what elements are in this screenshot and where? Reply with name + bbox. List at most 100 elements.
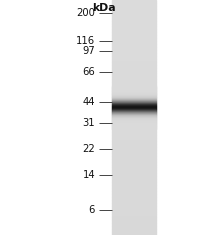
Bar <box>112 76 156 79</box>
Text: kDa: kDa <box>92 3 116 13</box>
Bar <box>112 110 156 111</box>
Bar <box>112 138 156 141</box>
Bar <box>112 100 156 101</box>
Bar <box>112 50 156 53</box>
Bar <box>112 96 156 97</box>
Bar <box>112 44 156 47</box>
Bar <box>112 182 156 185</box>
Bar <box>112 108 156 109</box>
Bar <box>112 170 156 173</box>
Bar <box>112 229 156 232</box>
Text: 97: 97 <box>82 46 95 55</box>
Bar <box>112 73 156 76</box>
Bar <box>112 194 156 197</box>
Bar <box>112 132 156 135</box>
Bar <box>112 144 156 147</box>
Bar <box>112 32 156 35</box>
Bar <box>112 86 156 87</box>
Text: 14: 14 <box>83 170 95 180</box>
Bar <box>112 15 156 18</box>
Bar <box>112 164 156 168</box>
Bar <box>112 103 156 106</box>
Bar <box>112 29 156 32</box>
Bar <box>112 167 156 170</box>
Bar <box>112 70 156 73</box>
Bar <box>112 126 156 127</box>
Bar <box>112 21 156 24</box>
Bar <box>112 117 156 118</box>
Bar <box>112 90 156 91</box>
Bar <box>112 106 156 109</box>
Bar <box>112 88 156 89</box>
Bar <box>112 53 156 56</box>
Bar <box>112 109 156 110</box>
Bar <box>112 100 156 103</box>
Bar <box>112 125 156 126</box>
Bar <box>112 112 156 115</box>
Bar <box>112 97 156 100</box>
Bar <box>112 176 156 179</box>
Bar <box>112 232 156 235</box>
Bar <box>112 118 156 119</box>
Bar <box>112 128 156 129</box>
Bar <box>112 115 156 118</box>
Bar <box>112 203 156 206</box>
Bar <box>112 122 156 123</box>
Bar <box>112 103 156 104</box>
Bar <box>112 92 156 93</box>
Bar <box>112 91 156 92</box>
Text: 66: 66 <box>82 67 95 77</box>
Bar <box>112 82 156 85</box>
Bar <box>112 197 156 200</box>
Bar <box>112 59 156 62</box>
Bar <box>112 118 156 120</box>
Bar <box>112 112 156 113</box>
Bar <box>112 35 156 38</box>
Bar <box>112 79 156 82</box>
Bar <box>112 98 156 99</box>
Bar <box>112 126 156 129</box>
Bar <box>112 87 156 88</box>
Bar <box>112 135 156 138</box>
Text: 6: 6 <box>89 205 95 215</box>
Bar <box>112 93 156 94</box>
Bar <box>112 102 156 103</box>
Bar <box>112 94 156 97</box>
Text: 44: 44 <box>83 97 95 107</box>
Bar <box>112 150 156 153</box>
Bar <box>112 97 156 98</box>
Bar <box>112 26 156 29</box>
Bar <box>112 91 156 94</box>
Bar <box>112 120 156 123</box>
Bar <box>112 209 156 212</box>
Bar <box>112 191 156 194</box>
Bar <box>112 120 156 121</box>
Bar <box>112 41 156 44</box>
Bar <box>112 226 156 229</box>
Bar <box>112 47 156 50</box>
Bar <box>112 116 156 117</box>
Bar <box>112 121 156 122</box>
Text: 22: 22 <box>82 144 95 154</box>
Bar <box>112 223 156 226</box>
Bar <box>112 65 156 68</box>
Bar <box>112 95 156 96</box>
Bar <box>112 107 156 108</box>
Text: 200: 200 <box>76 8 95 18</box>
Bar <box>112 6 156 9</box>
Bar <box>112 179 156 182</box>
Bar <box>112 115 156 116</box>
Bar <box>112 129 156 132</box>
Text: 31: 31 <box>83 118 95 128</box>
Bar <box>112 9 156 12</box>
Bar <box>112 68 156 70</box>
Bar <box>112 104 156 105</box>
Bar <box>112 85 156 88</box>
Bar <box>112 18 156 21</box>
Bar <box>112 173 156 176</box>
Bar <box>112 119 156 120</box>
Bar <box>112 185 156 188</box>
Bar <box>112 141 156 144</box>
Bar <box>112 153 156 156</box>
Bar <box>112 0 156 3</box>
